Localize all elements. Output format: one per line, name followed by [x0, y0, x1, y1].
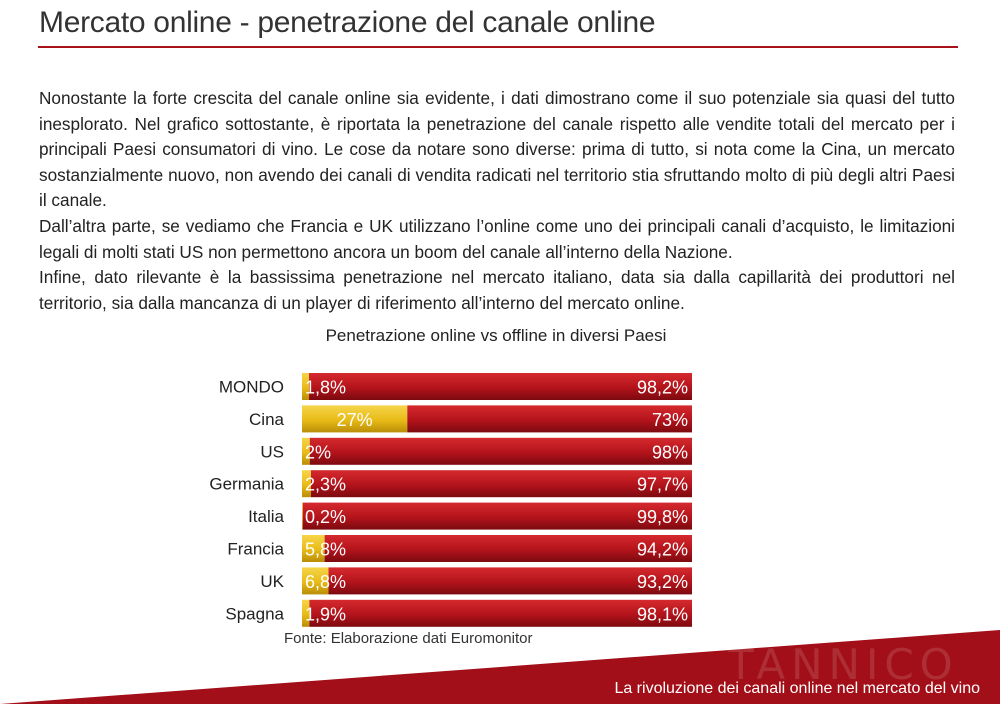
category-label-cina: Cina — [249, 410, 285, 429]
category-label-francia: Francia — [227, 540, 284, 559]
body-text: Nonostante la forte crescita del canale … — [39, 86, 955, 316]
category-label-us: US — [260, 442, 284, 461]
data-label-offline-us: 98% — [652, 442, 688, 462]
bar-online-germania — [302, 470, 311, 498]
bar-offline-francia — [324, 535, 692, 562]
data-label-online-us: 2% — [305, 442, 331, 462]
data-label-online-cina: 27% — [337, 410, 373, 430]
bar-offline-spagna — [309, 599, 692, 627]
page-title: Mercato online - penetrazione del canale… — [39, 6, 656, 39]
watermark-logo: TANNICO — [728, 640, 959, 689]
footer-band — [0, 630, 1000, 704]
bar-online-uk — [302, 567, 329, 595]
bar-offline-mondo — [309, 373, 692, 400]
data-label-offline-italia: 99,8% — [637, 507, 688, 527]
paragraph-3: Infine, dato rilevante è la bassissima p… — [39, 267, 955, 313]
data-label-offline-spagna: 98,1% — [637, 604, 688, 624]
data-label-online-italia: 0,2% — [305, 507, 346, 527]
bar-offline-germania — [310, 470, 692, 498]
data-label-online-uk: 6,8% — [305, 572, 346, 592]
data-label-online-francia: 5,8% — [305, 540, 346, 560]
bar-online-us — [302, 437, 310, 465]
data-label-online-mondo: 1,8% — [305, 378, 346, 398]
data-label-offline-germania: 97,7% — [637, 475, 688, 495]
bar-online-francia — [302, 535, 325, 562]
category-label-uk: UK — [260, 572, 284, 591]
category-label-italia: Italia — [248, 507, 284, 526]
bar-offline-us — [309, 437, 692, 465]
bar-online-spagna — [302, 599, 310, 627]
chart-source: Fonte: Elaborazione dati Euromonitor — [284, 630, 533, 647]
chart-title: Penetrazione online vs offline in divers… — [325, 326, 667, 345]
data-label-offline-francia: 94,2% — [637, 540, 688, 560]
category-label-spagna: Spagna — [225, 604, 284, 623]
footer-caption: La rivoluzione dei canali online nel mer… — [614, 680, 980, 697]
bar-online-italia — [302, 502, 303, 530]
bar-offline-uk — [328, 567, 692, 595]
data-label-offline-cina: 73% — [652, 410, 688, 430]
bar-offline-italia — [302, 502, 692, 530]
bar-offline-cina — [407, 405, 692, 433]
bar-online-cina — [302, 405, 408, 433]
title-divider — [38, 46, 958, 48]
bar-chart: MONDO 1,8% 98,2% Cina 27% 73% US 2% 98% Germania 2… — [209, 373, 692, 627]
bar-online-mondo — [302, 373, 310, 400]
data-label-online-spagna: 1,9% — [305, 604, 346, 624]
category-label-mondo: MONDO — [219, 378, 284, 397]
data-label-online-germania: 2,3% — [305, 475, 346, 495]
data-label-offline-uk: 93,2% — [637, 572, 688, 592]
category-label-germania: Germania — [209, 475, 284, 494]
paragraph-1: Nonostante la forte crescita del canale … — [39, 88, 955, 211]
paragraph-2: Dall’altra parte, se vediamo che Francia… — [39, 215, 955, 262]
data-label-offline-mondo: 98,2% — [637, 378, 688, 398]
